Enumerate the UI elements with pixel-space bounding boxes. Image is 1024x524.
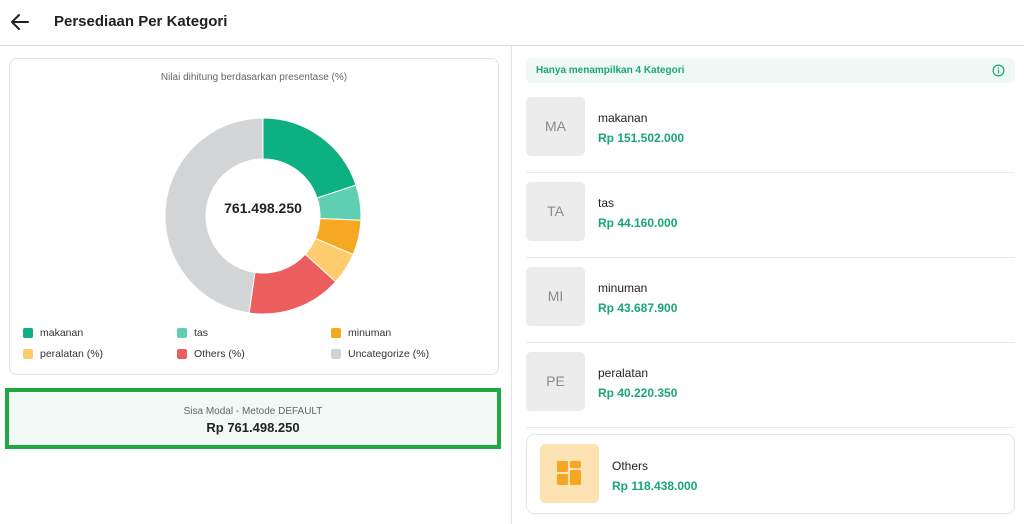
category-amount: Rp 40.220.350 — [598, 386, 678, 400]
legend-swatch — [331, 349, 341, 359]
legend-item-makanan: makanan — [23, 327, 83, 339]
grid-blocks-icon — [557, 461, 581, 485]
chart-card: Nilai dihitung berdasarkan presentase (%… — [9, 58, 499, 375]
category-row-peralatan[interactable]: PE peralatan Rp 40.220.350 — [526, 343, 1015, 428]
category-avatar: MI — [526, 267, 585, 326]
category-name: minuman — [598, 281, 648, 295]
category-name: tas — [598, 196, 615, 210]
others-card[interactable]: Others Rp 118.438.000 — [526, 434, 1015, 514]
legend-label: Uncategorize (%) — [348, 348, 430, 360]
legend-swatch — [23, 349, 33, 359]
legend-item-peralatan: peralatan (%) — [23, 348, 103, 360]
donut-center-value: 761.498.250 — [224, 200, 302, 216]
category-name: peralatan — [598, 366, 649, 380]
slice-uncategorize — [164, 117, 264, 314]
remaining-capital-label: Sisa Modal - Metode DEFAULT — [183, 406, 323, 417]
info-icon[interactable] — [992, 64, 1005, 77]
category-row-tas[interactable]: TA tas Rp 44.160.000 — [526, 173, 1015, 258]
info-banner-text: Hanya menampilkan 4 Kategori — [536, 65, 685, 76]
others-amount: Rp 118.438.000 — [612, 479, 698, 493]
right-panel: Hanya menampilkan 4 Kategori MA makanan … — [513, 46, 1024, 524]
category-avatar: TA — [526, 182, 585, 241]
others-icon-tile — [540, 444, 599, 503]
slice-makanan — [262, 117, 357, 199]
category-name: makanan — [598, 111, 648, 125]
category-row-makanan[interactable]: MA makanan Rp 151.502.000 — [526, 88, 1015, 173]
legend-item-minuman: minuman — [331, 327, 391, 339]
remaining-capital-value: Rp 761.498.250 — [206, 420, 300, 435]
legend-label: makanan — [40, 327, 84, 339]
remaining-capital-box: Sisa Modal - Metode DEFAULT Rp 761.498.2… — [5, 388, 501, 449]
info-banner: Hanya menampilkan 4 Kategori — [526, 58, 1015, 83]
left-panel: Nilai dihitung berdasarkan presentase (%… — [0, 46, 512, 524]
page-title: Persediaan Per Kategori — [54, 13, 228, 30]
others-name: Others — [612, 459, 649, 473]
legend-label: peralatan (%) — [40, 348, 104, 360]
chart-note: Nilai dihitung berdasarkan presentase (%… — [160, 72, 348, 83]
top-bar: Persediaan Per Kategori — [0, 0, 1024, 46]
legend-item-uncategorize: Uncategorize (%) — [331, 348, 429, 360]
legend-swatch — [331, 328, 341, 338]
category-row-minuman[interactable]: MI minuman Rp 43.687.900 — [526, 258, 1015, 343]
category-amount: Rp 43.687.900 — [598, 301, 678, 315]
donut-chart — [164, 117, 362, 315]
legend-swatch — [177, 328, 187, 338]
category-avatar: MA — [526, 97, 585, 156]
legend-item-others: Others (%) — [177, 348, 245, 360]
category-amount: Rp 151.502.000 — [598, 131, 685, 145]
legend-item-tas: tas — [177, 327, 208, 339]
legend-swatch — [177, 349, 187, 359]
arrow-left-icon[interactable] — [8, 10, 32, 34]
legend-label: tas — [194, 327, 209, 339]
category-avatar: PE — [526, 352, 585, 411]
category-amount: Rp 44.160.000 — [598, 216, 678, 230]
legend-label: Others (%) — [194, 348, 245, 360]
legend-swatch — [23, 328, 33, 338]
legend-label: minuman — [348, 327, 392, 339]
